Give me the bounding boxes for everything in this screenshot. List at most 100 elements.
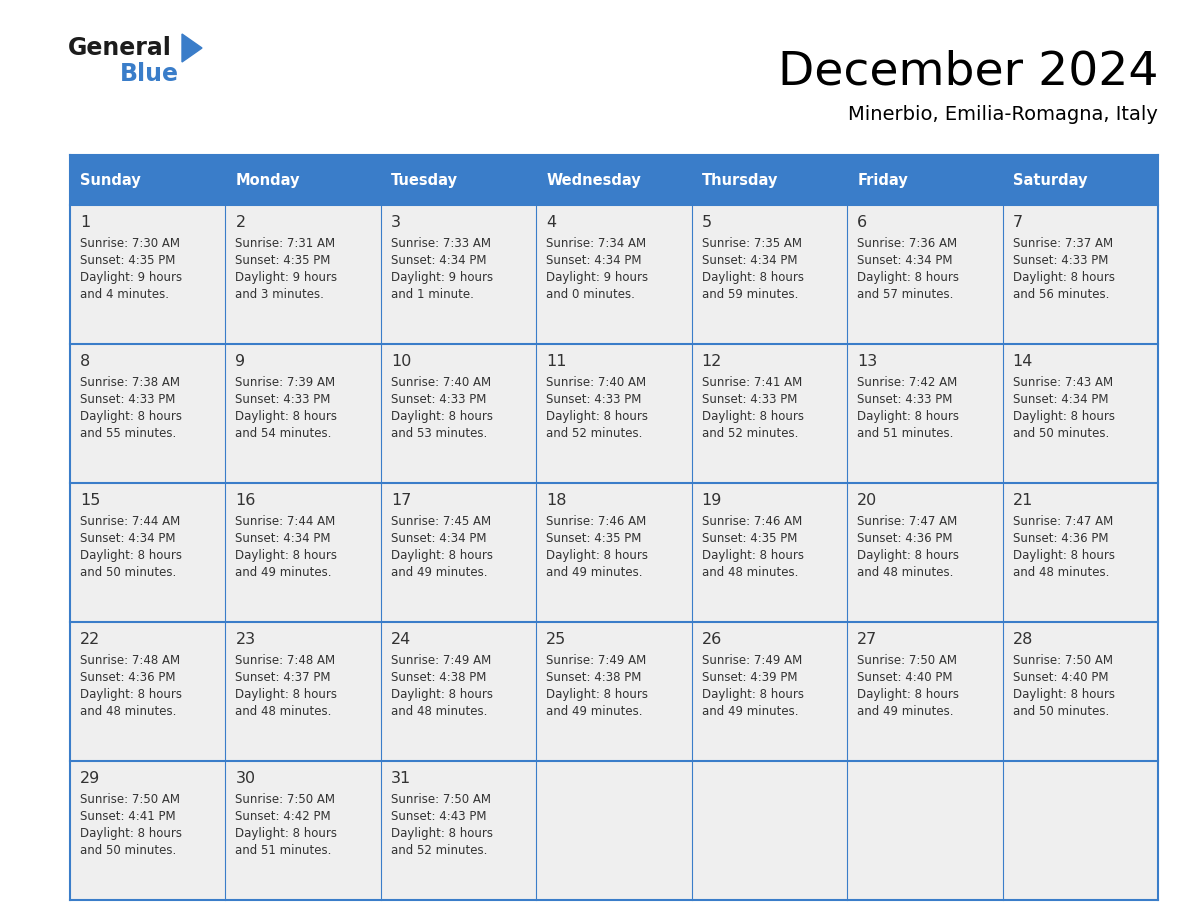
Text: Sunset: 4:35 PM: Sunset: 4:35 PM [235,254,330,267]
Text: 18: 18 [546,493,567,508]
Text: Sunrise: 7:37 AM: Sunrise: 7:37 AM [1012,237,1113,250]
Text: and 48 minutes.: and 48 minutes. [1012,566,1108,579]
Bar [1003,761,1158,900]
Text: and 50 minutes.: and 50 minutes. [80,566,176,579]
Text: 10: 10 [391,354,411,369]
Text: Sunrise: 7:47 AM: Sunrise: 7:47 AM [858,515,958,528]
Text: and 52 minutes.: and 52 minutes. [702,427,798,440]
Text: and 1 minute.: and 1 minute. [391,288,474,301]
Text: 1: 1 [80,215,90,230]
Text: and 48 minutes.: and 48 minutes. [235,705,331,718]
Text: Sunset: 4:35 PM: Sunset: 4:35 PM [80,254,176,267]
Text: Daylight: 8 hours: Daylight: 8 hours [858,410,959,423]
Bar [70,622,226,761]
Text: 8: 8 [80,354,90,369]
Text: Daylight: 8 hours: Daylight: 8 hours [1012,410,1114,423]
Bar [226,205,381,344]
Text: and 0 minutes.: and 0 minutes. [546,288,636,301]
Text: and 56 minutes.: and 56 minutes. [1012,288,1108,301]
Text: Daylight: 9 hours: Daylight: 9 hours [235,271,337,284]
Text: Daylight: 9 hours: Daylight: 9 hours [546,271,649,284]
Text: 28: 28 [1012,632,1032,647]
Text: Sunset: 4:36 PM: Sunset: 4:36 PM [1012,532,1108,545]
Text: Sunset: 4:39 PM: Sunset: 4:39 PM [702,671,797,684]
Text: Sunrise: 7:50 AM: Sunrise: 7:50 AM [858,654,958,667]
Text: Sunrise: 7:40 AM: Sunrise: 7:40 AM [391,376,491,389]
Text: Daylight: 8 hours: Daylight: 8 hours [391,827,493,840]
Text: Daylight: 8 hours: Daylight: 8 hours [702,688,804,701]
Text: Daylight: 9 hours: Daylight: 9 hours [80,271,182,284]
Text: Sunrise: 7:40 AM: Sunrise: 7:40 AM [546,376,646,389]
Text: Daylight: 8 hours: Daylight: 8 hours [391,549,493,562]
Text: and 50 minutes.: and 50 minutes. [80,844,176,857]
Text: Sunset: 4:33 PM: Sunset: 4:33 PM [235,393,330,406]
Text: Daylight: 8 hours: Daylight: 8 hours [702,549,804,562]
Text: Sunrise: 7:41 AM: Sunrise: 7:41 AM [702,376,802,389]
Text: Sunrise: 7:30 AM: Sunrise: 7:30 AM [80,237,181,250]
Bar [536,483,691,622]
Text: Daylight: 8 hours: Daylight: 8 hours [1012,688,1114,701]
Text: and 3 minutes.: and 3 minutes. [235,288,324,301]
Text: 2: 2 [235,215,246,230]
Text: Sunset: 4:33 PM: Sunset: 4:33 PM [546,393,642,406]
Bar [1003,622,1158,761]
Text: Sunset: 4:38 PM: Sunset: 4:38 PM [546,671,642,684]
Text: Daylight: 8 hours: Daylight: 8 hours [858,688,959,701]
Text: Wednesday: Wednesday [546,173,642,187]
Text: Sunrise: 7:44 AM: Sunrise: 7:44 AM [80,515,181,528]
Text: Sunrise: 7:35 AM: Sunrise: 7:35 AM [702,237,802,250]
Bar [381,483,536,622]
Text: Sunrise: 7:50 AM: Sunrise: 7:50 AM [391,793,491,806]
Text: and 54 minutes.: and 54 minutes. [235,427,331,440]
Text: Daylight: 8 hours: Daylight: 8 hours [391,688,493,701]
Text: 12: 12 [702,354,722,369]
Text: 3: 3 [391,215,400,230]
Bar [381,155,536,205]
Bar [536,344,691,483]
Text: 23: 23 [235,632,255,647]
Text: Sunrise: 7:46 AM: Sunrise: 7:46 AM [546,515,646,528]
Text: Sunrise: 7:50 AM: Sunrise: 7:50 AM [235,793,335,806]
Text: Sunset: 4:38 PM: Sunset: 4:38 PM [391,671,486,684]
Text: Sunrise: 7:49 AM: Sunrise: 7:49 AM [391,654,491,667]
Bar [691,155,847,205]
Text: Sunset: 4:35 PM: Sunset: 4:35 PM [702,532,797,545]
Bar [847,205,1003,344]
Text: Blue: Blue [120,62,179,86]
Text: and 4 minutes.: and 4 minutes. [80,288,169,301]
Text: 26: 26 [702,632,722,647]
Polygon shape [182,34,202,62]
Text: 25: 25 [546,632,567,647]
Text: Sunset: 4:34 PM: Sunset: 4:34 PM [702,254,797,267]
Text: 27: 27 [858,632,878,647]
Text: 16: 16 [235,493,255,508]
Text: Daylight: 8 hours: Daylight: 8 hours [858,549,959,562]
Text: Tuesday: Tuesday [391,173,457,187]
Text: and 49 minutes.: and 49 minutes. [235,566,331,579]
Bar [691,205,847,344]
Text: Sunrise: 7:33 AM: Sunrise: 7:33 AM [391,237,491,250]
Bar [1003,344,1158,483]
Text: and 52 minutes.: and 52 minutes. [391,844,487,857]
Text: Sunrise: 7:50 AM: Sunrise: 7:50 AM [1012,654,1113,667]
Bar [1003,155,1158,205]
Text: Daylight: 8 hours: Daylight: 8 hours [1012,549,1114,562]
Text: Sunrise: 7:48 AM: Sunrise: 7:48 AM [235,654,335,667]
Text: 15: 15 [80,493,100,508]
Text: and 51 minutes.: and 51 minutes. [858,427,954,440]
Text: Daylight: 8 hours: Daylight: 8 hours [235,549,337,562]
Text: 5: 5 [702,215,712,230]
Bar [1003,205,1158,344]
Text: Daylight: 8 hours: Daylight: 8 hours [235,688,337,701]
Text: and 53 minutes.: and 53 minutes. [391,427,487,440]
Text: 24: 24 [391,632,411,647]
Bar [847,761,1003,900]
Text: 6: 6 [858,215,867,230]
Text: Sunset: 4:36 PM: Sunset: 4:36 PM [80,671,176,684]
Bar [226,483,381,622]
Text: Sunrise: 7:50 AM: Sunrise: 7:50 AM [80,793,181,806]
Text: and 51 minutes.: and 51 minutes. [235,844,331,857]
Text: Sunrise: 7:42 AM: Sunrise: 7:42 AM [858,376,958,389]
Bar [691,622,847,761]
Text: 19: 19 [702,493,722,508]
